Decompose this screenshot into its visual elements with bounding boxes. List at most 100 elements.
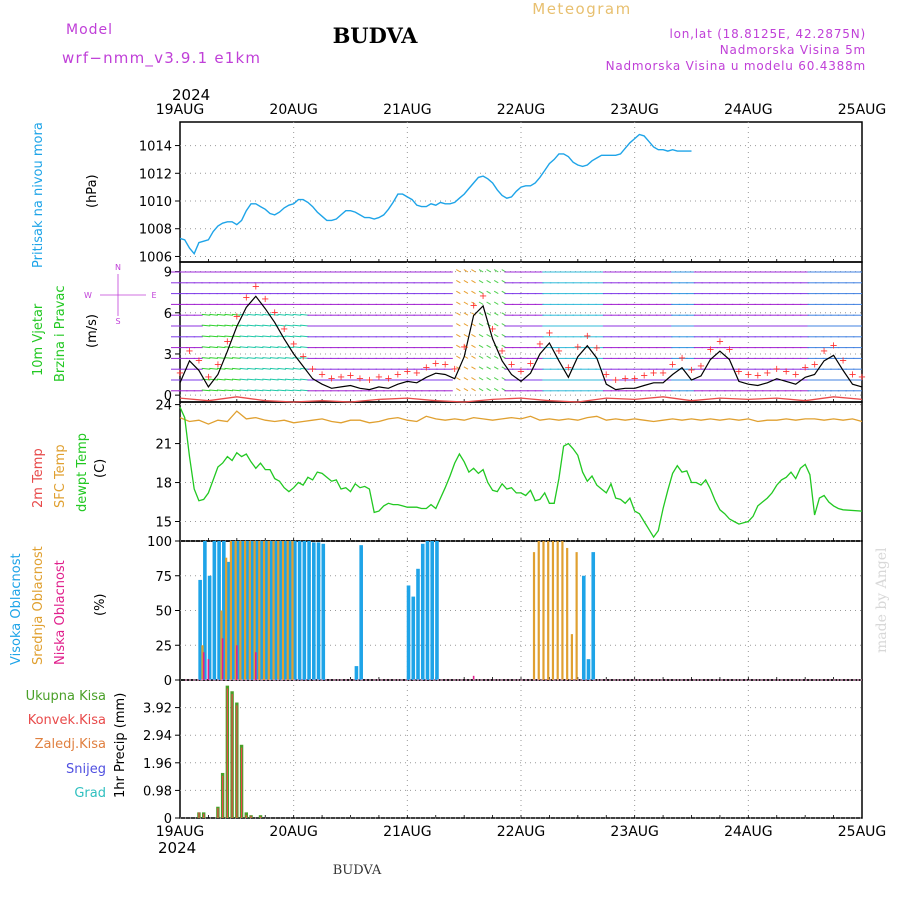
cloud-bar-high bbox=[283, 541, 288, 680]
model-label: Model bbox=[66, 22, 113, 38]
wind-barb bbox=[486, 377, 491, 381]
wind-barb bbox=[493, 387, 499, 392]
wind-barb bbox=[493, 290, 499, 295]
wind-barb bbox=[456, 344, 461, 349]
date-tick-top: 21AUG bbox=[383, 102, 432, 118]
wind-barb bbox=[285, 378, 294, 381]
sfc-temp-line bbox=[179, 410, 863, 425]
cloud-bar-high bbox=[245, 541, 250, 680]
wind-barb bbox=[254, 378, 264, 381]
wind-barb bbox=[463, 279, 469, 284]
wind-gust-mark: + bbox=[744, 369, 752, 380]
page-title: BUDVA bbox=[333, 23, 419, 48]
cloud-bar-high bbox=[416, 568, 420, 680]
wind-barb bbox=[247, 367, 256, 370]
cloud-bar-mid bbox=[277, 541, 280, 680]
wind-gust-mark: + bbox=[791, 369, 799, 380]
wind-barb bbox=[292, 367, 302, 370]
wind-barb bbox=[232, 389, 241, 392]
wind-barb bbox=[224, 389, 234, 392]
date-tick-top: 20AUG bbox=[269, 102, 318, 118]
lonlat-label: lon,lat (18.8125E, 42.2875N) bbox=[670, 27, 867, 41]
wind-barb bbox=[269, 335, 279, 338]
wind-barb bbox=[471, 387, 476, 392]
wind-barb bbox=[471, 269, 476, 273]
wind-gust-mark: + bbox=[773, 364, 781, 375]
wind-gust-mark: + bbox=[176, 368, 184, 379]
wind-gust-mark: + bbox=[223, 336, 231, 347]
y-tick-label-precip: 2.94 bbox=[143, 729, 172, 744]
wind-gust-mark: + bbox=[706, 345, 714, 356]
wind-gust-mark: + bbox=[583, 331, 591, 342]
temp-unit: (C) bbox=[93, 459, 108, 478]
wind-barb bbox=[201, 324, 211, 327]
wind-barb bbox=[493, 301, 499, 305]
y-tick-label-wind: 3 bbox=[164, 348, 172, 363]
precip-bar-convective bbox=[226, 688, 228, 818]
wind-barb bbox=[201, 335, 211, 338]
wind-barb bbox=[209, 367, 218, 370]
year-bottom: 2024 bbox=[158, 839, 196, 857]
wind-barb bbox=[277, 389, 287, 392]
wind-barb bbox=[209, 324, 218, 327]
wind-barb bbox=[463, 377, 469, 381]
y-tick-label-temperature: 18 bbox=[155, 477, 172, 492]
pressure-unit: (hPa) bbox=[85, 174, 100, 208]
cloud-bar-high bbox=[312, 542, 316, 680]
compass-n: N bbox=[115, 263, 121, 272]
wind-gust-mark: + bbox=[602, 369, 610, 380]
cloud-bar-high bbox=[264, 541, 269, 680]
wind-barb bbox=[201, 378, 211, 381]
y-tick-label-temperature: 15 bbox=[155, 516, 172, 531]
wind-gust-mark: + bbox=[555, 346, 563, 357]
cloud-bar-mid bbox=[547, 541, 550, 680]
wind-barb bbox=[486, 269, 491, 273]
precip-bar-convective bbox=[245, 815, 247, 818]
y-tick-label-precip: 0.98 bbox=[143, 784, 172, 799]
wind-barb bbox=[201, 389, 211, 392]
precip-bar-convective bbox=[231, 694, 233, 818]
wind-barb bbox=[463, 344, 469, 349]
precip-bar-convective bbox=[259, 816, 262, 818]
wind-barb bbox=[478, 355, 484, 359]
wind-gust-mark: + bbox=[365, 375, 373, 386]
precip-bar-convective bbox=[198, 812, 200, 818]
wind-barb bbox=[209, 313, 218, 316]
wind-barb bbox=[216, 367, 226, 370]
wind-unit: (m/s) bbox=[85, 314, 100, 348]
cloud-bar-high bbox=[231, 541, 236, 680]
cloud-bar-high bbox=[198, 579, 202, 680]
cloud-bar-high bbox=[259, 541, 264, 680]
elevation-label: Nadmorska Visina 5m bbox=[720, 43, 866, 57]
wind-barb bbox=[254, 357, 264, 359]
wind-barb bbox=[209, 335, 218, 338]
wind-gust-mark: + bbox=[612, 375, 620, 386]
cloud-bar-high bbox=[250, 541, 255, 680]
wind-barb bbox=[239, 313, 249, 316]
cloud-bar-mid bbox=[248, 541, 251, 680]
wind-gust-mark: + bbox=[564, 362, 572, 373]
precip-legend-hail: Grad bbox=[74, 786, 106, 801]
cloud-label-low: Niska Oblacnost bbox=[53, 560, 68, 665]
wind-barb bbox=[247, 346, 256, 349]
wind-barb bbox=[232, 346, 241, 349]
cloud-bar-high bbox=[288, 541, 292, 680]
cloud-bar-high bbox=[255, 541, 259, 680]
wind-barb bbox=[209, 389, 218, 392]
wind-barb bbox=[262, 378, 271, 381]
cloud-bar-low bbox=[254, 652, 257, 680]
wind-barb bbox=[486, 301, 491, 305]
y-tick-label-pressure: 1006 bbox=[139, 250, 172, 265]
wind-label-1: 10m Vjetar bbox=[31, 303, 46, 376]
wind-gust-mark: + bbox=[318, 369, 326, 380]
wind-barb bbox=[486, 290, 491, 295]
y-tick-label-cloud_cover: 25 bbox=[155, 639, 172, 654]
wind-barb bbox=[493, 269, 499, 273]
cloud-bar-high bbox=[222, 541, 226, 680]
date-tick-bottom: 24AUG bbox=[724, 824, 773, 840]
wind-barb bbox=[456, 312, 461, 316]
wind-barb bbox=[292, 335, 302, 338]
cloud-bar-mid bbox=[556, 541, 559, 680]
date-tick-bottom: 23AUG bbox=[610, 824, 659, 840]
cloud-unit: (%) bbox=[93, 594, 108, 617]
